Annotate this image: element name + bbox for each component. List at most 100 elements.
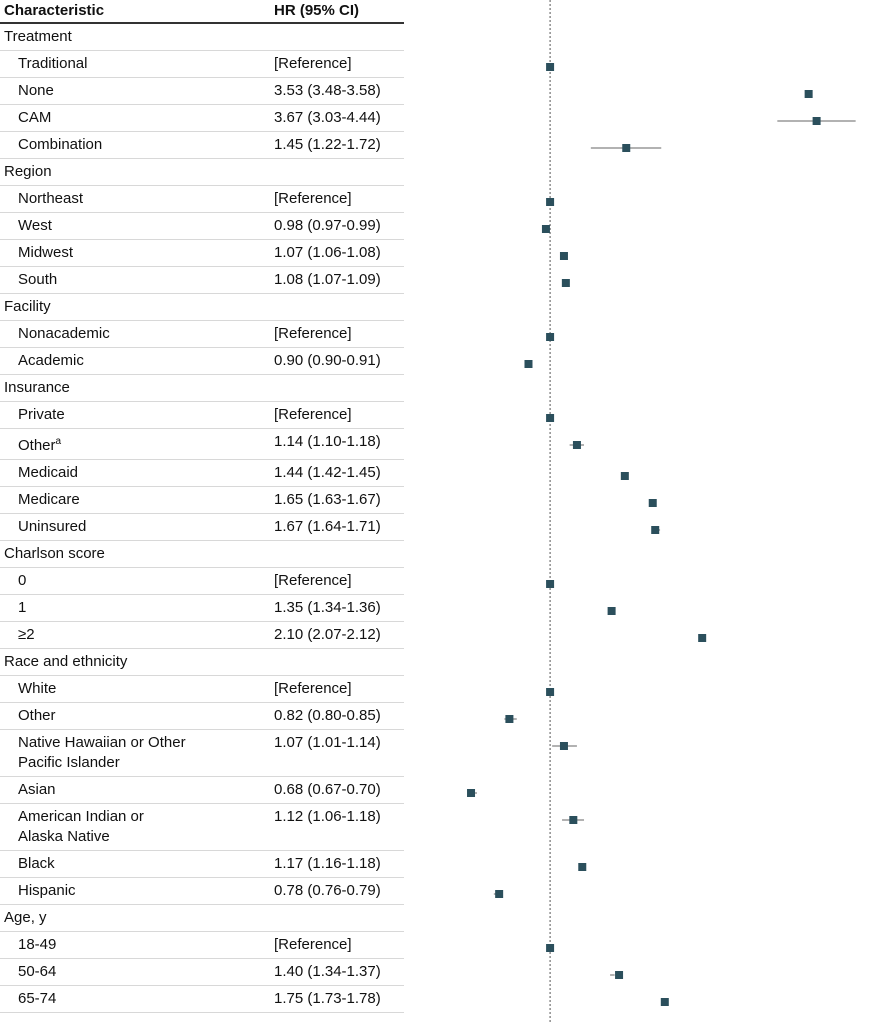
item-row: 0 [Reference] [0,568,404,595]
item-row: Black 1.17 (1.16-1.18) [0,851,404,878]
item-row: White [Reference] [0,676,404,703]
group-label: Charlson score [4,545,105,562]
item-cell: Academic [0,351,270,371]
hr-text: 1.07 (1.06-1.08) [274,244,381,261]
item-cell: Private [0,405,270,425]
hr-marker [546,944,555,952]
item-cell: Black [0,854,270,874]
item-label: 0 [18,572,27,589]
item-label: American Indian or Alaska Native [18,808,144,845]
hr-text: [Reference] [274,572,352,589]
item-row: Uninsured 1.67 (1.64-1.71) [0,514,404,541]
item-cell: Asian [0,780,270,800]
item-row: 1 1.35 (1.34-1.36) [0,595,404,622]
hr-text: 1.44 (1.42-1.45) [274,464,381,481]
hr-marker [812,117,821,125]
hr-text: 1.75 (1.73-1.78) [274,990,381,1007]
item-label: Black [18,855,55,872]
item-row: CAM 3.67 (3.03-4.44) [0,105,404,132]
item-label: Private [18,406,65,423]
item-row: Northeast [Reference] [0,186,404,213]
hr-text: [Reference] [274,325,352,342]
hr-marker [648,499,657,507]
item-label: Asian [18,781,56,798]
item-cell: Northeast [0,189,270,209]
item-label: 50-64 [18,963,57,980]
group-row: Region [0,159,404,186]
group-label: Treatment [4,28,72,45]
item-cell: South [0,270,270,290]
item-label: Uninsured [18,518,87,535]
item-row: Native Hawaiian or Other Pacific Islande… [0,730,404,777]
item-row: 65-74 1.75 (1.73-1.78) [0,986,404,1013]
item-cell: Other [0,706,270,726]
item-row: American Indian or Alaska Native 1.12 (1.… [0,804,404,851]
item-row: Other 0.82 (0.80-0.85) [0,703,404,730]
group-row: Insurance [0,375,404,402]
hr-text: [Reference] [274,936,352,953]
hr-marker [572,441,581,449]
item-cell: 65-74 [0,989,270,1009]
group-row: Race and ethnicity [0,649,404,676]
hr-text: 0.98 (0.97-0.99) [274,217,381,234]
item-label: Northeast [18,190,84,207]
hr-marker [569,816,578,824]
hr-text: 1.35 (1.34-1.36) [274,599,381,616]
hr-marker [495,890,504,898]
item-row: None 3.53 (3.48-3.58) [0,78,404,105]
item-cell: Midwest [0,243,270,263]
hr-text: 1.67 (1.64-1.71) [274,518,381,535]
table: Characteristic HR (95% CI) Treatment Trad… [0,0,404,1013]
item-cell: West [0,216,270,236]
item-label: Medicaid [18,464,79,481]
hr-marker [546,414,555,422]
item-cell: Medicare [0,490,270,510]
item-row: Asian 0.68 (0.67-0.70) [0,777,404,804]
item-label: None [18,82,54,99]
group-row: Treatment [0,24,404,51]
item-cell: 50-64 [0,962,270,982]
item-row: Combination 1.45 (1.22-1.72) [0,132,404,159]
hr-marker [620,472,629,480]
item-cell: American Indian or Alaska Native [0,807,270,847]
header-row: Characteristic HR (95% CI) [0,0,404,24]
hr-text: 3.53 (3.48-3.58) [274,82,381,99]
item-row: Nonacademic [Reference] [0,321,404,348]
hr-text: 1.12 (1.06-1.18) [274,808,381,825]
item-row: 50-64 1.40 (1.34-1.37) [0,959,404,986]
hr-text: 1.65 (1.63-1.67) [274,491,381,508]
item-label: Medicare [18,491,80,508]
hr-marker [578,863,587,871]
item-label: Native Hawaiian or Other Pacific Islande… [18,734,186,771]
group-label: Facility [4,298,51,315]
item-label: ≥2 [18,626,35,643]
item-label: Other [18,437,56,454]
hr-marker [607,607,616,615]
hr-text: 3.67 (3.03-4.44) [274,109,381,126]
group-label: Insurance [4,379,70,396]
hr-text: [Reference] [274,406,352,423]
header-cell: Characteristic [4,2,105,19]
item-cell: ≥2 [0,625,270,645]
footnote-marker: a [55,436,62,447]
item-cell: Traditional [0,54,270,74]
hr-text: 1.17 (1.16-1.18) [274,855,381,872]
hr-marker [546,688,555,696]
item-label: Midwest [18,244,74,261]
item-label: White [18,680,57,697]
group-label: Race and ethnicity [4,653,128,670]
hr-marker [505,715,514,723]
hr-marker [546,198,555,206]
group-row: Facility [0,294,404,321]
hr-text: 1.14 (1.10-1.18) [274,433,381,450]
hr-marker [698,634,707,642]
hr-marker [541,225,550,233]
hr-text: [Reference] [274,190,352,207]
item-label: South [18,271,58,288]
hr-marker [546,63,555,71]
item-row: Medicaid 1.44 (1.42-1.45) [0,460,404,487]
hr-text: 0.82 (0.80-0.85) [274,707,381,724]
header-cell: HR (95% CI) [274,2,360,19]
item-row: Midwest 1.07 (1.06-1.08) [0,240,404,267]
